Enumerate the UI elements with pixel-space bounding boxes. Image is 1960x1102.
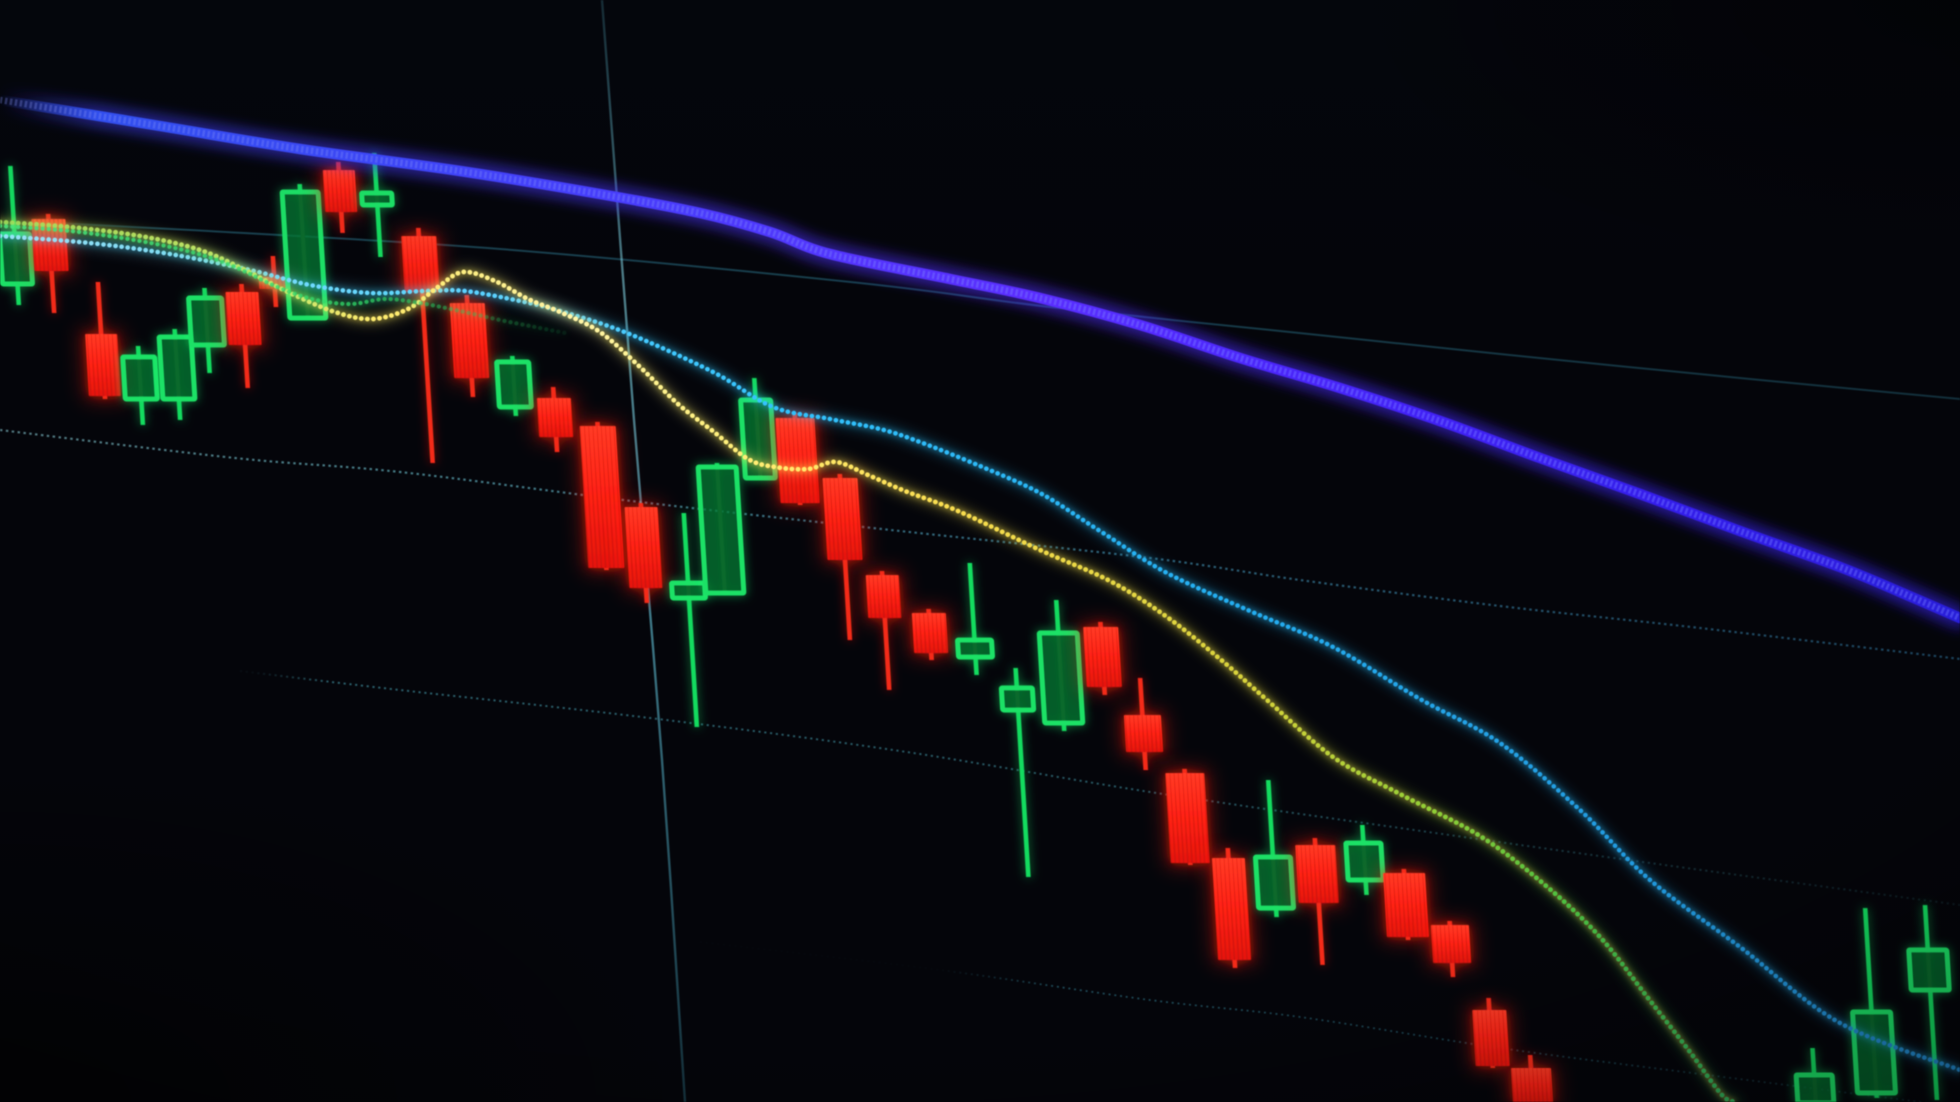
candle-16-down: [619, 502, 668, 603]
candle-body-green: [695, 464, 747, 596]
ma-yellow-dotted: [0, 219, 1739, 1102]
candle-body-texture: [1383, 873, 1429, 937]
candle-body-green: [669, 580, 708, 601]
candle-15-down: [574, 421, 630, 573]
candle-body-texture: [865, 575, 902, 618]
candle-body-texture: [85, 334, 121, 396]
candle-31-up: [1252, 780, 1297, 917]
candle-20-down: [770, 413, 825, 508]
candle-body-green: [156, 334, 198, 402]
candle-22-down: [860, 570, 907, 690]
candle-26-up: [1036, 600, 1086, 731]
candle-14-down: [531, 387, 579, 452]
candle-24-up: [955, 563, 995, 675]
candle-35-down: [1425, 920, 1477, 977]
candle-body-texture: [1472, 1010, 1510, 1066]
candle-body-texture: [225, 292, 262, 345]
candle-body-texture: [1211, 858, 1252, 960]
candle-body-green: [1906, 947, 1952, 993]
candle-6-down: [220, 284, 267, 388]
candle-39-up: [1850, 908, 1898, 1098]
candle-body-green: [1343, 840, 1386, 883]
grid-h3: [239, 670, 1960, 906]
candle-body-texture: [322, 170, 358, 212]
candle-30-down: [1206, 848, 1257, 968]
candle-32-down: [1289, 838, 1345, 965]
candle-wick: [1922, 905, 1940, 1100]
candle-body-green: [1793, 1072, 1837, 1102]
candle-body-green: [955, 637, 995, 660]
candle-34-down: [1377, 868, 1435, 942]
candle-body-texture: [536, 398, 574, 437]
candle-11-down: [395, 228, 446, 463]
candle-23-down: [906, 608, 954, 660]
candle-body-green: [998, 685, 1037, 713]
candle-body-green: [120, 354, 160, 402]
candle-body-texture: [1165, 773, 1210, 863]
candle-body-texture: [775, 418, 820, 503]
candle-body-green: [494, 359, 534, 410]
candle-body-texture: [911, 613, 949, 653]
candle-body-green: [1252, 854, 1297, 911]
candle-body-green: [186, 295, 227, 348]
candle-body-texture: [1295, 845, 1339, 903]
candle-body-texture: [1123, 715, 1164, 752]
ma-yellow-dotted-glow: [0, 216, 1742, 1102]
candle-9-down: [317, 162, 363, 233]
candle-body-green: [1850, 1009, 1898, 1096]
candle-3-up: [120, 346, 160, 425]
candle-body-texture: [624, 507, 663, 588]
candle-body-green: [359, 190, 395, 208]
candle-body-texture: [1510, 1068, 1554, 1102]
candle-38-up: [1793, 1048, 1837, 1102]
candle-13-up: [494, 356, 534, 416]
candle-body-green: [1036, 630, 1086, 726]
candle-2-down: [79, 282, 127, 401]
candle-33-up: [1343, 825, 1386, 895]
candle-25-up: [998, 668, 1037, 877]
candle-27-down: [1077, 622, 1128, 695]
candle-18-up: [695, 463, 747, 596]
candle-wick: [681, 513, 700, 727]
candle-body-texture: [822, 478, 863, 560]
candle-36-down: [1466, 998, 1516, 1071]
candle-body-texture: [1430, 925, 1472, 963]
candle-body-texture: [1083, 627, 1122, 687]
